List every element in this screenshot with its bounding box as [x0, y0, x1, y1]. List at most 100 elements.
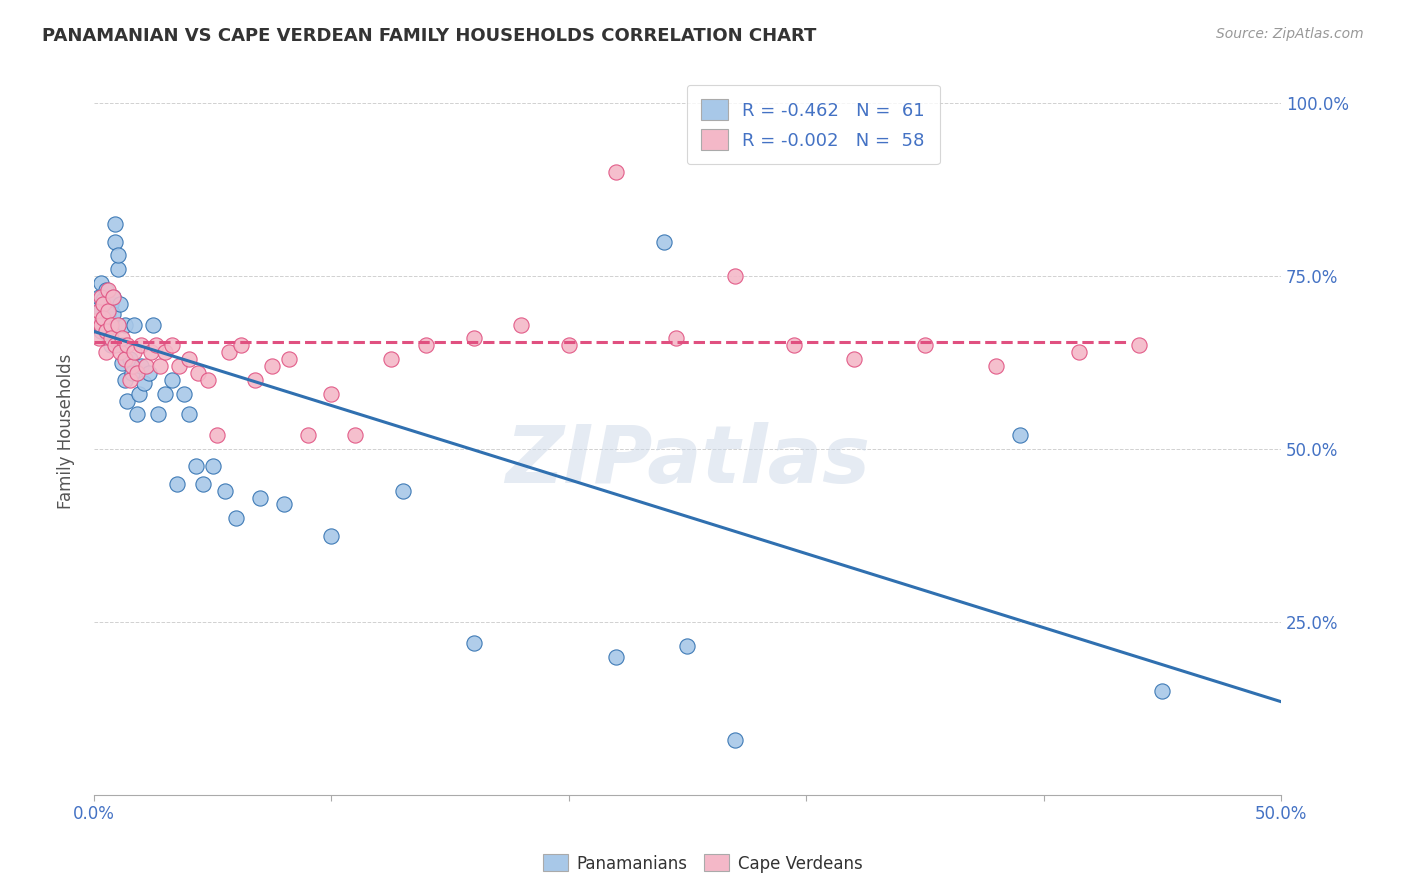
Point — [114, 373, 136, 387]
Point — [93, 293, 115, 308]
Point — [90, 303, 112, 318]
Point — [97, 327, 120, 342]
Point — [124, 318, 146, 332]
Point — [87, 303, 110, 318]
Point — [1069, 345, 1091, 359]
Point — [108, 345, 131, 359]
Point — [914, 338, 936, 352]
Point — [173, 386, 195, 401]
Point — [652, 235, 675, 249]
Point — [177, 408, 200, 422]
Point — [100, 318, 122, 332]
Point — [125, 408, 148, 422]
Point — [84, 314, 107, 328]
Point — [153, 345, 176, 359]
Point — [87, 318, 110, 332]
Point — [100, 331, 122, 345]
Legend: R = -0.462   N =  61, R = -0.002   N =  58: R = -0.462 N = 61, R = -0.002 N = 58 — [686, 85, 939, 164]
Point — [277, 352, 299, 367]
Point — [783, 338, 806, 352]
Point — [297, 428, 319, 442]
Point — [177, 352, 200, 367]
Point — [162, 373, 184, 387]
Point — [90, 318, 112, 332]
Point — [605, 649, 627, 664]
Point — [191, 476, 214, 491]
Point — [146, 408, 169, 422]
Point — [138, 366, 160, 380]
Point — [84, 314, 107, 328]
Point — [111, 355, 134, 369]
Point — [229, 338, 252, 352]
Point — [153, 386, 176, 401]
Point — [93, 310, 115, 325]
Point — [139, 345, 162, 359]
Point — [104, 217, 127, 231]
Point — [108, 297, 131, 311]
Point — [842, 352, 865, 367]
Point — [100, 297, 122, 311]
Point — [97, 318, 120, 332]
Point — [724, 269, 747, 284]
Point — [104, 338, 127, 352]
Point — [463, 636, 485, 650]
Point — [111, 338, 134, 352]
Point — [121, 366, 143, 380]
Point — [724, 732, 747, 747]
Point — [101, 307, 124, 321]
Point — [128, 386, 150, 401]
Point — [97, 303, 120, 318]
Point — [111, 331, 134, 345]
Point — [97, 283, 120, 297]
Point — [87, 290, 110, 304]
Point — [107, 262, 129, 277]
Point — [131, 338, 153, 352]
Legend: Panamanians, Cape Verdeans: Panamanians, Cape Verdeans — [537, 847, 869, 880]
Point — [1128, 338, 1150, 352]
Point — [984, 359, 1007, 373]
Point — [90, 325, 112, 339]
Point — [104, 235, 127, 249]
Point — [605, 165, 627, 179]
Point — [166, 476, 188, 491]
Point — [84, 297, 107, 311]
Point — [135, 359, 157, 373]
Point — [273, 498, 295, 512]
Point — [225, 511, 247, 525]
Text: PANAMANIAN VS CAPE VERDEAN FAMILY HOUSEHOLDS CORRELATION CHART: PANAMANIAN VS CAPE VERDEAN FAMILY HOUSEH… — [42, 27, 817, 45]
Point — [169, 359, 191, 373]
Point — [162, 338, 184, 352]
Point — [197, 373, 219, 387]
Point — [463, 331, 485, 345]
Point — [391, 483, 413, 498]
Point — [101, 290, 124, 304]
Point — [149, 359, 172, 373]
Point — [118, 373, 141, 387]
Point — [145, 338, 167, 352]
Point — [94, 345, 117, 359]
Point — [260, 359, 283, 373]
Point — [1152, 684, 1174, 698]
Point — [100, 318, 122, 332]
Point — [214, 483, 236, 498]
Point — [94, 325, 117, 339]
Point — [121, 359, 143, 373]
Point — [94, 321, 117, 335]
Point — [142, 318, 165, 332]
Point — [415, 338, 437, 352]
Point — [101, 290, 124, 304]
Point — [124, 345, 146, 359]
Point — [118, 352, 141, 367]
Point — [245, 373, 267, 387]
Point — [114, 352, 136, 367]
Point — [94, 303, 117, 318]
Point — [218, 345, 240, 359]
Point — [664, 331, 686, 345]
Point — [90, 276, 112, 290]
Point — [93, 310, 115, 325]
Text: Source: ZipAtlas.com: Source: ZipAtlas.com — [1216, 27, 1364, 41]
Point — [97, 307, 120, 321]
Point — [558, 338, 581, 352]
Point — [114, 318, 136, 332]
Point — [125, 366, 148, 380]
